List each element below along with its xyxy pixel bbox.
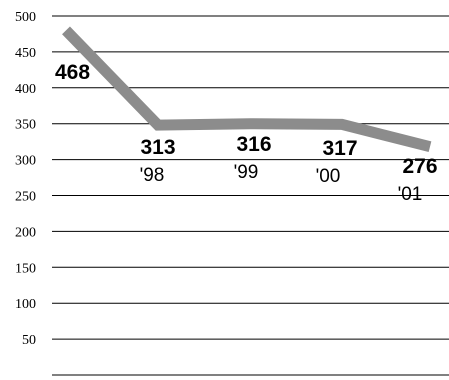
y-axis-ticks: 500 450 400 350 300 250 200 150 100 50 bbox=[15, 10, 36, 348]
y-tick-label: 300 bbox=[15, 154, 36, 169]
x-category-label: '01 bbox=[398, 184, 423, 205]
data-labels: 468 313 316 317 276 bbox=[55, 61, 438, 178]
y-tick-label: 200 bbox=[15, 225, 36, 240]
y-tick-label: 350 bbox=[15, 118, 36, 133]
x-axis-labels: '98 '99 '00 '01 bbox=[140, 162, 423, 205]
y-tick-label: 450 bbox=[15, 46, 36, 61]
data-label: 276 bbox=[402, 155, 437, 178]
data-label: 317 bbox=[322, 137, 357, 160]
x-category-label: '00 bbox=[316, 166, 341, 187]
y-tick-label: 250 bbox=[15, 190, 36, 205]
y-tick-label: 100 bbox=[15, 297, 36, 312]
x-category-label: '98 bbox=[140, 165, 165, 186]
data-label: 468 bbox=[55, 61, 90, 84]
series-layer bbox=[62, 26, 432, 153]
series-line bbox=[62, 26, 432, 153]
data-label: 316 bbox=[236, 133, 271, 156]
y-tick-label: 400 bbox=[15, 82, 36, 97]
y-tick-label: 50 bbox=[22, 333, 36, 348]
y-tick-label: 500 bbox=[15, 10, 36, 25]
y-tick-label: 150 bbox=[15, 261, 36, 276]
x-category-label: '99 bbox=[234, 162, 259, 183]
data-label: 313 bbox=[140, 136, 175, 159]
